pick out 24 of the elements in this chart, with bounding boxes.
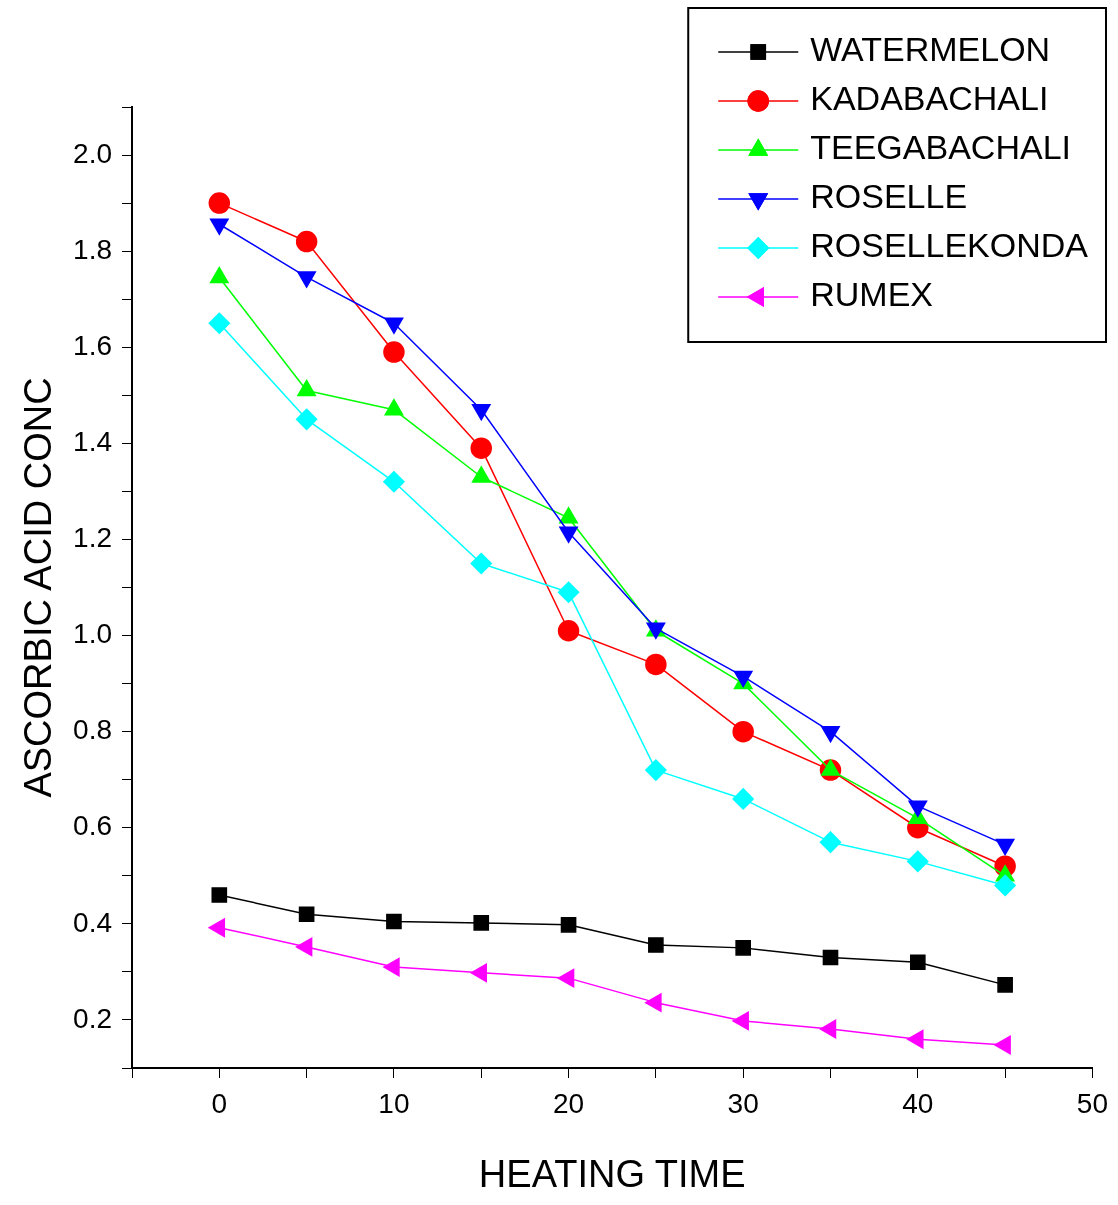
legend-label: RUMEX xyxy=(810,275,934,314)
y-tick-label: 0.4 xyxy=(73,906,112,938)
legend-label: ROSELLE xyxy=(810,177,968,216)
y-tick-label: 1.0 xyxy=(73,618,112,650)
y-tick-label: 1.2 xyxy=(73,522,112,554)
x-axis-title: HEATING TIME xyxy=(478,1152,746,1195)
x-tick-label: 10 xyxy=(378,1087,410,1119)
x-tick-label: 40 xyxy=(902,1087,934,1119)
y-tick-label: 2.0 xyxy=(73,137,112,169)
x-tick-label: 20 xyxy=(552,1087,585,1119)
y-tick-label: 0.8 xyxy=(73,714,112,746)
legend-label: WATERMELON xyxy=(810,30,1051,69)
legend-label: ROSELLEKONDA xyxy=(810,226,1089,265)
y-axis-title: ASCORBIC ACID CONC xyxy=(17,377,60,798)
x-tick-label: 30 xyxy=(727,1087,759,1119)
legend-label: TEEGABACHALI xyxy=(810,128,1071,167)
y-tick-label: 1.4 xyxy=(73,426,112,458)
legend-label: KADABACHALI xyxy=(810,79,1049,118)
x-tick-label: 0 xyxy=(211,1087,228,1119)
y-tick-label: 0.2 xyxy=(73,1002,112,1034)
y-tick-label: 0.6 xyxy=(73,810,112,842)
y-tick-label: 1.8 xyxy=(73,233,112,265)
x-tick-label: 50 xyxy=(1076,1087,1109,1119)
y-tick-label: 1.6 xyxy=(73,329,112,361)
